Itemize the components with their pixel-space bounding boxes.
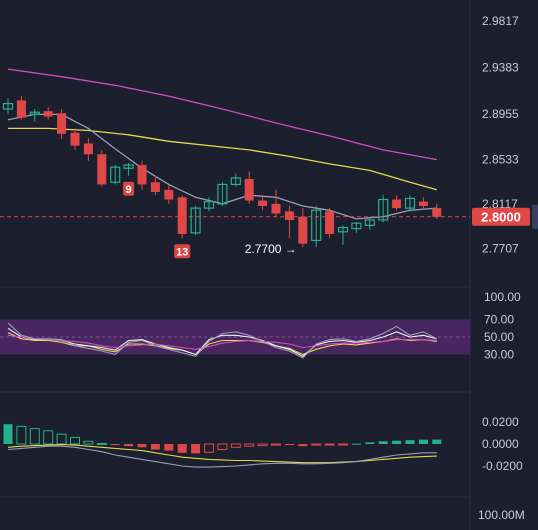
- candle-body: [203, 201, 215, 209]
- rsi-tick-label: 50.00: [484, 330, 514, 344]
- price-tick-label: 2.9383: [482, 61, 519, 75]
- candle-body: [217, 183, 228, 205]
- macd-histogram-bar: [351, 443, 361, 445]
- rsi-line: [7, 322, 438, 359]
- macd-tick-label: -0.0200: [482, 459, 523, 473]
- price-tick-label: 2.8117: [482, 197, 518, 211]
- macd-histogram-bar: [392, 440, 402, 444]
- macd-histogram-bar: [230, 443, 241, 448]
- candle-body: [392, 199, 402, 209]
- macd-histogram-bar: [217, 443, 228, 450]
- candle-body: [311, 209, 322, 242]
- macd-histogram-bar: [110, 444, 120, 446]
- macd-histogram-bar: [378, 441, 388, 444]
- candle-body: [57, 113, 67, 134]
- macd-histogram-bar: [365, 442, 375, 444]
- price-tick-label: 2.8533: [482, 152, 519, 166]
- candle-body: [83, 143, 93, 155]
- candle-body: [164, 189, 174, 200]
- macd-histogram-bar: [257, 443, 268, 447]
- candle-body: [43, 111, 53, 117]
- td-count-badge: [123, 181, 135, 196]
- candle-body: [364, 219, 375, 226]
- macd-histogram-bar: [16, 425, 27, 445]
- candle-body: [337, 226, 349, 233]
- macd-histogram-bar: [432, 439, 442, 444]
- low-price-annotation: 2.7700 →: [245, 242, 297, 256]
- macd-histogram-bar: [244, 443, 255, 447]
- scroll-handle: [532, 204, 538, 229]
- candle-body: [325, 211, 335, 234]
- macd-histogram-bar: [405, 440, 415, 444]
- macd-histogram-bar: [56, 433, 67, 445]
- candle-body: [351, 222, 362, 230]
- td-count-label: 13: [176, 246, 188, 258]
- price-tick-label: 2.9817: [482, 14, 519, 28]
- rsi-tick-label: 70.00: [484, 313, 514, 327]
- candle-body: [404, 197, 416, 209]
- macd-histogram-bar: [43, 430, 54, 445]
- candle-body: [137, 165, 147, 185]
- macd-line: [7, 445, 437, 468]
- macd-histogram-bar: [137, 444, 147, 448]
- macd-histogram-bar: [164, 444, 174, 451]
- macd-histogram-bar: [271, 443, 281, 446]
- candle-body: [271, 203, 281, 214]
- macd-histogram-bar: [150, 444, 160, 450]
- macd-histogram-bar: [83, 440, 94, 445]
- macd-tick-label: 0.0000: [482, 437, 519, 451]
- rsi-tick-label: 100.00: [484, 290, 521, 304]
- macd-histogram-bar: [324, 443, 335, 446]
- candle-body: [258, 200, 268, 206]
- candle-body: [230, 177, 241, 186]
- macd-histogram-bar: [3, 424, 13, 444]
- candle-body: [244, 179, 254, 201]
- macd-histogram-bar: [204, 443, 214, 453]
- candle-body: [150, 182, 160, 192]
- rsi-line: [7, 327, 437, 357]
- candle-body: [70, 132, 80, 146]
- price-tick-label: 2.7707: [482, 241, 519, 255]
- macd-histogram-bar: [70, 436, 80, 445]
- candle-body: [418, 201, 428, 206]
- macd-histogram-bar: [191, 444, 201, 454]
- td-count-label: 9: [126, 184, 132, 196]
- macd-tick-label: 0.0200: [482, 415, 519, 429]
- candle-body: [16, 100, 26, 118]
- candle-body: [190, 207, 201, 234]
- candle-body: [432, 208, 442, 217]
- rsi-line: [7, 334, 437, 350]
- macd-histogram-bar: [29, 428, 40, 445]
- moving-average-line: [7, 68, 437, 161]
- candle-body: [29, 111, 40, 115]
- macd-histogram-bar: [311, 443, 322, 446]
- macd-histogram-bar: [284, 444, 294, 446]
- macd-histogram-bar: [338, 443, 348, 446]
- price-tick-label: 2.8955: [482, 107, 519, 121]
- rsi-line: [7, 332, 437, 356]
- candle-body: [378, 198, 389, 221]
- candle-body: [123, 164, 134, 169]
- macd-histogram-bar: [298, 444, 308, 447]
- current-price-badge: [472, 207, 530, 226]
- candle-body: [177, 197, 187, 234]
- macd-histogram-bar: [96, 442, 107, 445]
- volume-tick-label: 100.00M: [478, 508, 525, 522]
- moving-average-line: [8, 127, 437, 191]
- candle-body: [298, 216, 308, 244]
- td-count-badge: [174, 244, 191, 259]
- macd-line: [7, 444, 437, 464]
- candle-body: [97, 154, 107, 185]
- candle-body: [110, 166, 121, 183]
- candle-body: [284, 211, 294, 220]
- candle-body: [2, 102, 14, 110]
- rsi-tick-label: 30.00: [484, 348, 514, 362]
- macd-histogram-bar: [124, 444, 134, 447]
- macd-histogram-bar: [418, 439, 428, 444]
- current-price-label: 2.8000: [481, 210, 521, 225]
- macd-histogram-bar: [177, 444, 187, 453]
